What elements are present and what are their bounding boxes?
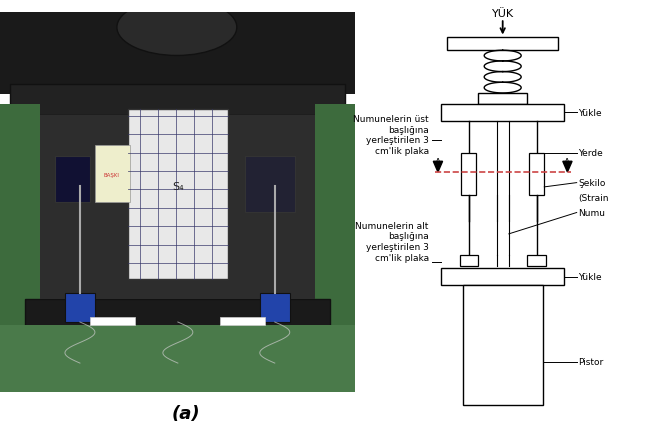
Text: Numu: Numu: [578, 208, 605, 218]
Polygon shape: [563, 162, 572, 173]
Text: başlığına: başlığına: [388, 232, 429, 241]
Text: YÜK: YÜK: [492, 9, 514, 18]
Bar: [10, 84, 345, 115]
Bar: [461, 153, 477, 196]
Bar: [463, 285, 543, 405]
Bar: [441, 104, 564, 121]
Bar: [0, 325, 355, 392]
Text: cm'lik plaka: cm'lik plaka: [375, 147, 429, 155]
Bar: [65, 294, 95, 322]
Bar: [315, 105, 355, 392]
Bar: [527, 256, 546, 266]
Text: (Strain: (Strain: [578, 193, 609, 203]
Bar: [128, 110, 228, 279]
Bar: [0, 105, 40, 392]
Bar: [90, 317, 135, 325]
Bar: [459, 256, 478, 266]
Ellipse shape: [117, 0, 237, 56]
Text: Yerde: Yerde: [578, 149, 603, 158]
Text: Pistor: Pistor: [578, 357, 603, 367]
Text: S₄: S₄: [172, 182, 184, 192]
Text: yerleştirilen 3: yerleştirilen 3: [366, 136, 429, 145]
Polygon shape: [434, 162, 443, 173]
Text: Şekilo: Şekilo: [578, 178, 605, 188]
Bar: [0, 13, 355, 95]
Text: başlığına: başlığına: [388, 125, 429, 134]
Bar: [448, 38, 558, 51]
Text: Yükle: Yükle: [578, 108, 602, 118]
Bar: [260, 294, 290, 322]
Text: Numunelerin alt: Numunelerin alt: [355, 221, 429, 230]
Bar: [40, 115, 315, 300]
Bar: [529, 153, 544, 196]
Text: A: A: [564, 157, 570, 166]
Bar: [441, 268, 564, 285]
Bar: [25, 300, 330, 331]
Text: Yükle: Yükle: [578, 272, 602, 282]
Text: (a): (a): [171, 404, 200, 422]
Text: A: A: [435, 157, 441, 166]
Bar: [55, 156, 90, 202]
Bar: [245, 156, 295, 213]
Bar: [478, 94, 527, 104]
Text: cm'lik plaka: cm'lik plaka: [375, 253, 429, 262]
Text: yerleştirilen 3: yerleştirilen 3: [366, 242, 429, 251]
Bar: [95, 146, 130, 202]
Text: Numunelerin üst: Numunelerin üst: [353, 115, 429, 124]
Text: BAŞKI: BAŞKI: [104, 173, 120, 178]
Bar: [220, 317, 265, 325]
